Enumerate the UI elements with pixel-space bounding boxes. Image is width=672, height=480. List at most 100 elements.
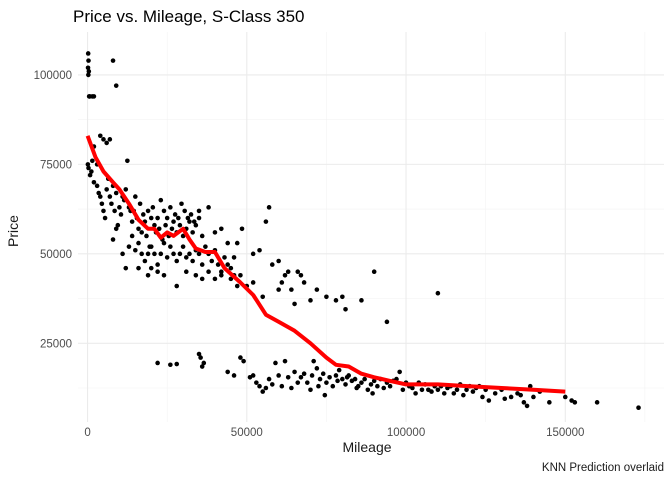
- data-point: [177, 251, 183, 257]
- data-point: [384, 319, 390, 325]
- data-point: [148, 265, 154, 271]
- data-point: [150, 205, 156, 210]
- chart-caption: KNN Prediction overlaid: [542, 462, 664, 474]
- data-point: [269, 382, 275, 387]
- data-point: [180, 233, 186, 239]
- data-point: [308, 387, 313, 393]
- data-point: [371, 269, 377, 275]
- data-point: [169, 226, 175, 232]
- data-point: [273, 360, 278, 366]
- data-point: [219, 269, 224, 275]
- data-point: [139, 230, 144, 235]
- x-tick-label: 0: [84, 427, 90, 439]
- data-point: [163, 222, 168, 228]
- data-point: [148, 215, 154, 221]
- data-point: [125, 158, 130, 164]
- data-point: [397, 369, 402, 375]
- data-point: [219, 273, 224, 278]
- data-point: [231, 373, 237, 378]
- data-point: [91, 179, 97, 185]
- data-point: [562, 394, 568, 400]
- data-point: [101, 208, 106, 214]
- data-point: [188, 212, 194, 217]
- data-point: [161, 273, 167, 278]
- data-point: [276, 258, 281, 264]
- data-point: [199, 276, 205, 282]
- data-point: [435, 387, 441, 393]
- data-point: [91, 94, 97, 99]
- data-point: [239, 226, 245, 232]
- data-point: [174, 283, 180, 289]
- data-point: [86, 165, 91, 171]
- data-point: [155, 360, 160, 366]
- data-point: [282, 273, 288, 278]
- data-point: [279, 383, 285, 389]
- data-point: [183, 269, 189, 275]
- data-point: [257, 247, 262, 253]
- data-point: [107, 137, 113, 142]
- data-point: [85, 162, 91, 167]
- y-tick-label: 100000: [34, 70, 72, 82]
- data-point: [129, 233, 135, 239]
- data-point: [87, 172, 93, 178]
- data-point: [158, 197, 164, 203]
- data-point: [196, 215, 202, 221]
- data-point: [359, 380, 364, 385]
- data-point: [289, 385, 294, 391]
- data-point: [276, 287, 281, 292]
- data-point: [282, 358, 288, 364]
- data-point: [295, 269, 301, 275]
- data-point: [152, 251, 157, 257]
- data-point: [387, 383, 393, 389]
- data-point: [97, 133, 103, 139]
- data-point: [148, 244, 154, 249]
- data-point: [144, 233, 149, 239]
- data-point: [129, 219, 135, 224]
- y-tick-labels: 25000 50000 75000 100000: [34, 70, 72, 350]
- data-point: [190, 258, 195, 264]
- data-point: [142, 258, 148, 264]
- data-point: [185, 215, 191, 221]
- data-points: [85, 51, 641, 410]
- data-point: [133, 247, 138, 253]
- data-point: [524, 403, 530, 409]
- data-point: [94, 183, 100, 189]
- data-point: [320, 371, 326, 376]
- data-point: [451, 391, 457, 396]
- data-point: [308, 298, 313, 303]
- data-point: [222, 255, 227, 260]
- data-point: [86, 58, 91, 63]
- y-tick-label: 50000: [40, 249, 72, 261]
- data-point: [136, 265, 141, 271]
- data-point: [101, 137, 106, 142]
- x-axis-title: Mileage: [342, 439, 391, 455]
- data-point: [183, 255, 189, 260]
- data-point: [305, 380, 310, 385]
- data-point: [301, 280, 307, 285]
- data-point: [225, 262, 230, 267]
- data-point: [139, 251, 144, 257]
- data-point: [156, 226, 162, 232]
- data-point: [113, 190, 119, 196]
- data-point: [117, 205, 122, 210]
- data-point: [155, 215, 160, 221]
- data-point: [464, 387, 469, 393]
- data-point: [85, 51, 91, 56]
- data-point: [301, 371, 307, 376]
- data-point: [298, 273, 304, 278]
- data-point: [368, 382, 374, 387]
- data-point: [176, 215, 181, 221]
- data-point: [375, 383, 380, 389]
- data-point: [123, 265, 129, 271]
- data-point: [441, 391, 447, 396]
- y-tick-label: 25000: [40, 338, 72, 350]
- data-point: [145, 208, 151, 214]
- data-point: [365, 387, 371, 393]
- data-point: [547, 400, 552, 405]
- data-point: [370, 391, 375, 396]
- data-point: [179, 201, 184, 207]
- data-point: [104, 140, 109, 146]
- data-point: [199, 262, 205, 267]
- x-tick-label: 50000: [231, 427, 263, 439]
- data-point: [381, 385, 387, 391]
